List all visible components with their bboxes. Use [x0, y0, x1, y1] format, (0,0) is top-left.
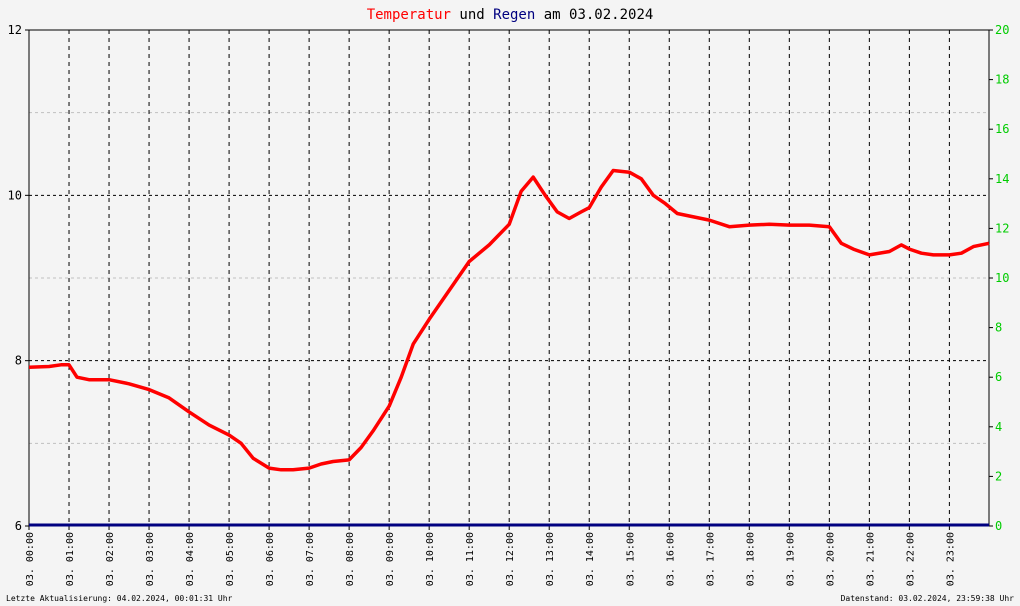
- x-tick-label: 03. 12:00: [505, 532, 516, 586]
- y-right-tick-label: 8: [995, 321, 1002, 335]
- y-right-tick-label: 6: [995, 370, 1002, 384]
- y-right-tick-label: 18: [995, 73, 1009, 87]
- x-tick-label: 03. 22:00: [905, 532, 916, 586]
- x-tick-label: 03. 04:00: [185, 532, 196, 586]
- x-tick-label: 03. 15:00: [625, 532, 636, 586]
- y-right-tick-label: 2: [995, 469, 1002, 483]
- y-right-tick-label: 14: [995, 172, 1009, 186]
- x-tick-label: 03. 06:00: [265, 532, 276, 586]
- title-date: am 03.02.2024: [535, 7, 653, 23]
- x-tick-label: 03. 23:00: [945, 532, 956, 586]
- title-connector: und: [451, 7, 493, 23]
- x-tick-label: 03. 14:00: [585, 532, 596, 586]
- x-tick-label: 03. 16:00: [665, 532, 676, 586]
- x-tick-label: 03. 07:00: [305, 532, 316, 586]
- y-left-tick-label: 8: [15, 354, 22, 368]
- x-tick-label: 03. 13:00: [545, 532, 556, 586]
- x-tick-label: 03. 17:00: [705, 532, 716, 586]
- title-rain: Regen: [493, 7, 535, 23]
- y-right-tick-label: 4: [995, 420, 1002, 434]
- x-tick-label: 03. 01:00: [65, 532, 76, 586]
- x-tick-label: 03. 21:00: [865, 532, 876, 586]
- y-left-tick-label: 6: [15, 519, 22, 533]
- x-tick-label: 03. 10:00: [425, 532, 436, 586]
- x-tick-label: 03. 20:00: [825, 532, 836, 586]
- footer-data-status: Datenstand: 03.02.2024, 23:59:38 Uhr: [841, 594, 1015, 603]
- y-left-tick-label: 10: [8, 188, 22, 202]
- plot-area: 6 8 10 12 0 2 4 6 8 10 12 14 16 18 20 03. 00:00 03. 01:0…: [8, 23, 1010, 586]
- x-tick-label: 03. 18:00: [745, 532, 756, 586]
- x-tick-label: 03. 11:00: [465, 532, 476, 586]
- y-right-tick-label: 20: [995, 23, 1009, 37]
- y-right-tick-label: 0: [995, 519, 1002, 533]
- y-right-tick-label: 12: [995, 221, 1009, 235]
- x-tick-label: 03. 00:00: [25, 532, 36, 586]
- x-tick-label: 03. 05:00: [225, 532, 236, 586]
- temperature-line: [28, 168, 990, 472]
- title-temperature: Temperatur: [367, 7, 451, 23]
- x-tick-label: 03. 03:00: [145, 532, 156, 586]
- y-right-tick-label: 10: [995, 271, 1009, 285]
- x-tick-label: 03. 19:00: [785, 532, 796, 586]
- y-right-tick-label: 16: [995, 122, 1009, 136]
- x-tick-label: 03. 08:00: [345, 532, 356, 586]
- footer-last-update: Letzte Aktualisierung: 04.02.2024, 00:01…: [6, 594, 233, 603]
- x-tick-label: 03. 09:00: [385, 532, 396, 586]
- chart-title: Temperatur und Regen am 03.02.2024: [367, 7, 654, 23]
- y-left-tick-label: 12: [8, 23, 22, 37]
- x-tick-label: 03. 02:00: [105, 532, 116, 586]
